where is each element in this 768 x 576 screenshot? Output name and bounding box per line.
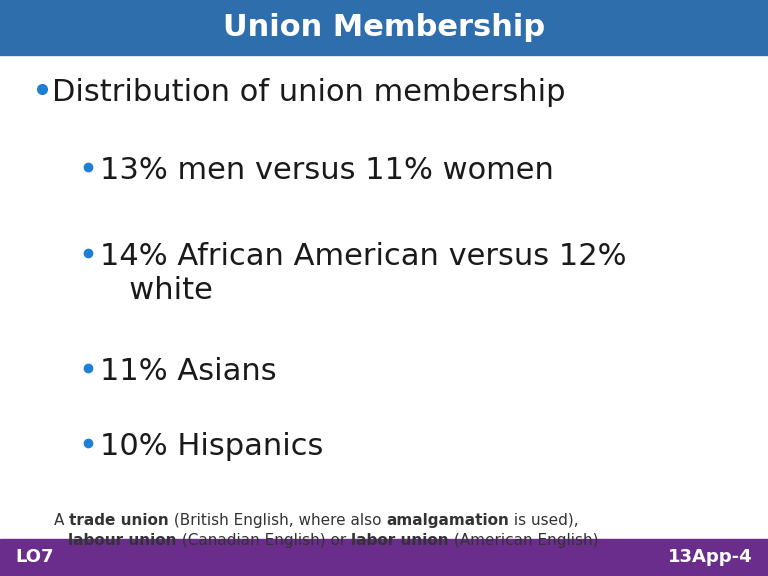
Text: (British English, where also: (British English, where also [169, 513, 386, 528]
Text: 13App-4: 13App-4 [668, 548, 753, 566]
Text: (American English): (American English) [449, 533, 598, 548]
Text: 11% Asians: 11% Asians [100, 357, 276, 386]
Text: is used),: is used), [509, 513, 578, 528]
Text: amalgamation: amalgamation [386, 513, 509, 528]
Text: 10% Hispanics: 10% Hispanics [100, 432, 323, 461]
Bar [0, 0, 768, 55]
Text: 13% men versus 11% women: 13% men versus 11% women [100, 156, 554, 184]
Text: labour union: labour union [68, 533, 177, 548]
Text: trade union: trade union [69, 513, 169, 528]
Text: LO7: LO7 [15, 548, 54, 566]
Text: Union Membership: Union Membership [223, 13, 545, 42]
Bar [0, 539, 768, 576]
Text: labor union: labor union [351, 533, 449, 548]
Text: A: A [54, 513, 69, 528]
Text: 14% African American versus 12%
   white: 14% African American versus 12% white [100, 242, 627, 305]
Text: Distribution of union membership: Distribution of union membership [52, 78, 566, 107]
Text: (Canadian English) or: (Canadian English) or [177, 533, 351, 548]
